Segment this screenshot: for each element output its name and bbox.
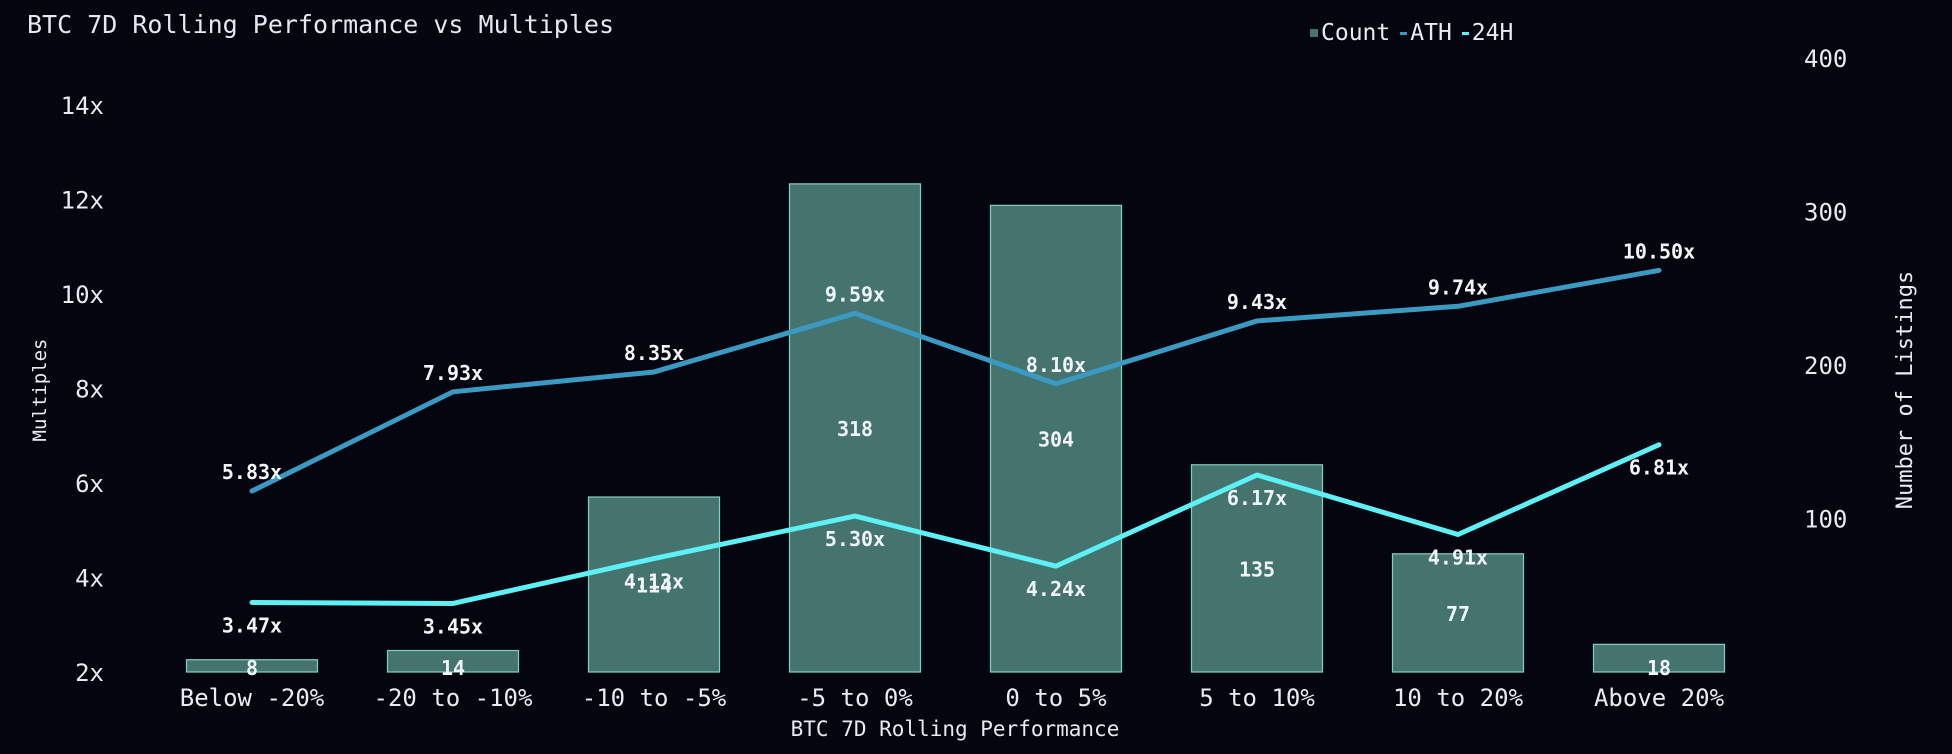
bar-count-10-to-20	[1391, 553, 1525, 673]
line-label-24h: 4.24x	[1026, 577, 1086, 601]
bar-count-5-to-10	[1190, 464, 1324, 673]
bar-label-count: 18	[1647, 656, 1671, 680]
right-tick-label: 400	[1804, 45, 1847, 73]
bar-label-count: 304	[1038, 428, 1074, 452]
line-label-24h: 3.45x	[423, 614, 483, 638]
left-tick-label: 4x	[75, 565, 104, 593]
line-label-ath: 8.35x	[624, 341, 684, 365]
line-label-ath: 8.10x	[1026, 353, 1086, 377]
bar-label-count: 318	[837, 417, 873, 441]
line-label-24h: 5.30x	[825, 527, 885, 551]
legend-item-count: Count	[1310, 20, 1390, 46]
legend-swatch-ath	[1400, 31, 1408, 35]
x-tick-label-above-20: Above 20%	[1594, 684, 1725, 712]
x-tick-label-5-to-10: 5 to 10%	[1199, 684, 1315, 712]
left-tick-label: 6x	[75, 470, 104, 498]
legend: Count ATH 24H	[1310, 20, 1513, 46]
bar-label-count: 14	[441, 656, 465, 680]
line-label-ath: 10.50x	[1623, 239, 1695, 263]
bar-count-10-to-5	[587, 496, 721, 673]
x-tick-label-10-to-20: 10 to 20%	[1393, 684, 1524, 712]
bar-label-count: 8	[246, 656, 258, 680]
legend-swatch-count	[1310, 29, 1318, 37]
x-tick-label-below-20: Below -20%	[180, 684, 325, 712]
left-tick-label: 8x	[75, 376, 104, 404]
line-label-24h: 4.13x	[624, 570, 684, 594]
legend-label-24h: 24H	[1471, 20, 1514, 46]
legend-swatch-24h	[1461, 31, 1469, 35]
bar-count-5-to-0	[788, 183, 922, 673]
x-tick-label-20-to-10: -20 to -10%	[374, 684, 533, 712]
line-ath	[249, 267, 1662, 494]
left-tick-label: 10x	[61, 281, 104, 309]
line-label-24h: 6.81x	[1629, 456, 1689, 480]
bar-count-0-to-5	[989, 204, 1123, 673]
bar-count-above-20	[1592, 643, 1726, 673]
line-label-24h: 3.47x	[222, 614, 282, 638]
x-tick-label-5-to-0: -5 to 0%	[797, 684, 913, 712]
bar-label-count: 114	[636, 574, 672, 598]
legend-label-ath: ATH	[1410, 20, 1452, 46]
left-axis-title: Multiples	[29, 339, 51, 442]
legend-item-ath: ATH	[1400, 20, 1452, 46]
line-label-ath: 9.74x	[1428, 275, 1488, 299]
line-24h	[249, 442, 1662, 606]
line-label-24h: 6.17x	[1227, 486, 1287, 510]
line-label-ath: 9.43x	[1227, 290, 1287, 314]
x-axis-title: BTC 7D Rolling Performance	[791, 717, 1120, 741]
x-tick-label-10-to-5: -10 to -5%	[582, 684, 727, 712]
bar-count-below-20	[185, 659, 319, 673]
bar-count-20-to-10	[386, 649, 520, 673]
bar-label-count: 135	[1239, 557, 1275, 581]
right-tick-label: 100	[1804, 506, 1847, 534]
left-tick-label: 12x	[61, 187, 104, 215]
x-tick-label-0-to-5: 0 to 5%	[1005, 684, 1107, 712]
line-label-24h: 4.91x	[1428, 546, 1488, 570]
line-label-ath: 9.59x	[825, 282, 885, 306]
left-tick-label: 2x	[75, 659, 104, 687]
line-label-ath: 7.93x	[423, 361, 483, 385]
legend-item-24h: 24H	[1461, 20, 1514, 46]
bar-label-count: 77	[1446, 602, 1470, 626]
right-axis-title: Number of Listings	[1893, 271, 1918, 509]
chart-title: BTC 7D Rolling Performance vs Multiples	[27, 10, 614, 39]
right-tick-label: 300	[1804, 199, 1847, 227]
legend-label-count: Count	[1321, 20, 1391, 46]
left-tick-label: 14x	[61, 92, 104, 120]
line-label-ath: 5.83x	[222, 460, 282, 484]
right-tick-label: 200	[1804, 352, 1847, 380]
